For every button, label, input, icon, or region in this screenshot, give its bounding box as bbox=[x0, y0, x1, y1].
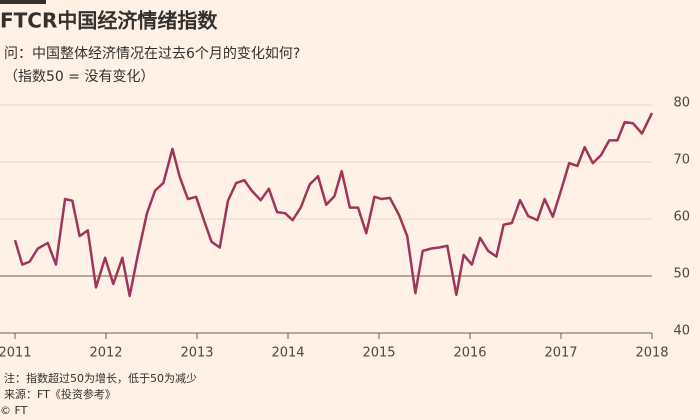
x-tick-label: 2013 bbox=[180, 346, 213, 361]
credit: © FT bbox=[0, 404, 28, 417]
y-tick-label: 50 bbox=[673, 267, 690, 282]
subtitle: 问：中国整体经济情况在过去6个月的变化如何? bbox=[4, 46, 300, 62]
x-tick-label: 2015 bbox=[362, 346, 395, 361]
y-label: （指数50 = 没有变化） bbox=[4, 69, 154, 85]
x-tick-label: 2018 bbox=[635, 346, 668, 361]
x-tick-label: 2016 bbox=[453, 346, 486, 361]
x-tick-label: 2014 bbox=[271, 346, 304, 361]
note: 注：指数超过50为增长，低于50为减少 bbox=[4, 371, 197, 385]
x-tick-label: 2017 bbox=[544, 346, 577, 361]
y-tick-label: 60 bbox=[673, 210, 690, 225]
source: 来源：FT《投资参考》 bbox=[4, 387, 116, 401]
top-bar bbox=[0, 0, 46, 4]
series-line bbox=[13, 112, 654, 298]
y-tick-label: 80 bbox=[673, 96, 690, 111]
x-tick-label: 2011 bbox=[0, 346, 32, 361]
y-tick-label: 70 bbox=[673, 153, 690, 168]
y-tick-label: 40 bbox=[673, 324, 690, 339]
x-tick-label: 2012 bbox=[89, 346, 122, 361]
chart-title: FTCR中国经济情绪指数 bbox=[0, 9, 218, 33]
